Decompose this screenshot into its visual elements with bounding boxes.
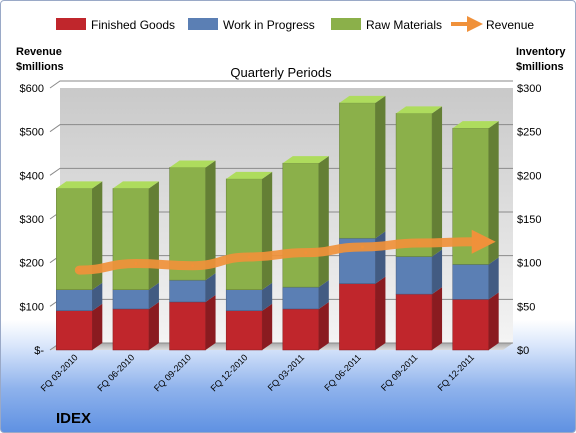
left-tick-label: $600 [20, 83, 44, 95]
bars [56, 95, 499, 351]
category-label: FQ 09-2010 [152, 352, 193, 393]
category-label: FQ 06-2011 [322, 352, 363, 393]
revenue-series [74, 237, 481, 275]
right-tick-label: $150 [517, 214, 541, 226]
bar-work-in-progress [452, 257, 499, 300]
bar-finished-goods [169, 294, 216, 351]
bar-work-in-progress [112, 282, 159, 310]
revenue-point [191, 264, 195, 268]
bar-work-in-progress [169, 273, 216, 303]
right-tick-label: $250 [517, 127, 541, 139]
chart-title: Quarterly Periods [230, 65, 332, 80]
bar-finished-goods [339, 276, 386, 351]
left-axis-ticks: $- $100 $200 $300 $400 $500 $600 [20, 83, 45, 357]
bar-raw-materials [282, 156, 329, 288]
revenue-point [360, 245, 364, 249]
revenue-line [74, 229, 496, 275]
legend: Finished Goods Work in Progress Raw Mate… [56, 16, 534, 32]
category-label: FQ 12-2010 [209, 352, 250, 393]
revenue-point [474, 240, 478, 244]
bar-finished-goods [282, 301, 329, 351]
revenue-point [134, 262, 138, 266]
left-tick-label: $- [34, 345, 44, 357]
right-tick-label: $0 [517, 345, 529, 357]
bar-finished-goods [112, 301, 159, 351]
legend-label-raw-materials: Raw Materials [366, 18, 442, 32]
right-tick-label: $100 [517, 258, 541, 270]
legend-label-finished-goods: Finished Goods [91, 18, 175, 32]
bar-raw-materials [225, 171, 273, 290]
category-label: FQ 06-2010 [95, 352, 136, 393]
bar-raw-materials [339, 95, 386, 239]
left-tick-label: $200 [20, 258, 44, 270]
bar-raw-materials [112, 181, 159, 290]
bar-finished-goods [56, 303, 103, 351]
legend-swatch-raw-materials [331, 18, 361, 30]
legend-label-revenue: Revenue [486, 18, 534, 32]
category-label: FQ 03-2011 [266, 352, 307, 393]
right-axis-title-line2: $millions [516, 61, 564, 73]
right-axis-title-line1: Inventory [516, 46, 566, 58]
revenue-point [247, 255, 251, 259]
bar-work-in-progress [225, 282, 273, 311]
left-axis-title-line2: $millions [16, 61, 64, 73]
right-axis-ticks: $0 $50 $100 $150 $200 $250 $300 [517, 83, 541, 357]
company-name: IDEX [56, 410, 91, 427]
right-tick-label: $50 [517, 301, 535, 313]
left-tick-label: $500 [20, 127, 44, 139]
bar-raw-materials [395, 106, 443, 257]
right-tick-label: $200 [517, 170, 541, 182]
bar-work-in-progress [339, 231, 386, 284]
category-label: FQ 12-2011 [436, 352, 477, 393]
revenue-point [304, 251, 308, 255]
category-label: FQ 09-2011 [379, 352, 420, 393]
legend-swatch-finished-goods [56, 18, 86, 30]
left-tick-label: $400 [20, 170, 44, 182]
revenue-arrowhead [471, 229, 496, 254]
left-tick-label: $100 [20, 301, 44, 313]
bar-work-in-progress [56, 282, 103, 311]
right-tick-label: $300 [517, 83, 541, 95]
category-label: FQ 03-2010 [39, 352, 80, 393]
bar-finished-goods [395, 287, 443, 351]
legend-label-work-in-progress: Work in Progress [223, 18, 315, 32]
bar-work-in-progress [282, 280, 329, 310]
left-axis-title-line1: Revenue [16, 46, 62, 58]
category-labels: FQ 03-2010 FQ 06-2010 FQ 09-2010 FQ 12-2010… [39, 352, 476, 393]
gridline [49, 80, 513, 89]
left-tick-label: $300 [20, 214, 44, 226]
revenue-point [417, 241, 421, 245]
revenue-point [77, 268, 81, 272]
bar-finished-goods [452, 292, 499, 351]
legend-swatch-work-in-progress [188, 18, 218, 30]
